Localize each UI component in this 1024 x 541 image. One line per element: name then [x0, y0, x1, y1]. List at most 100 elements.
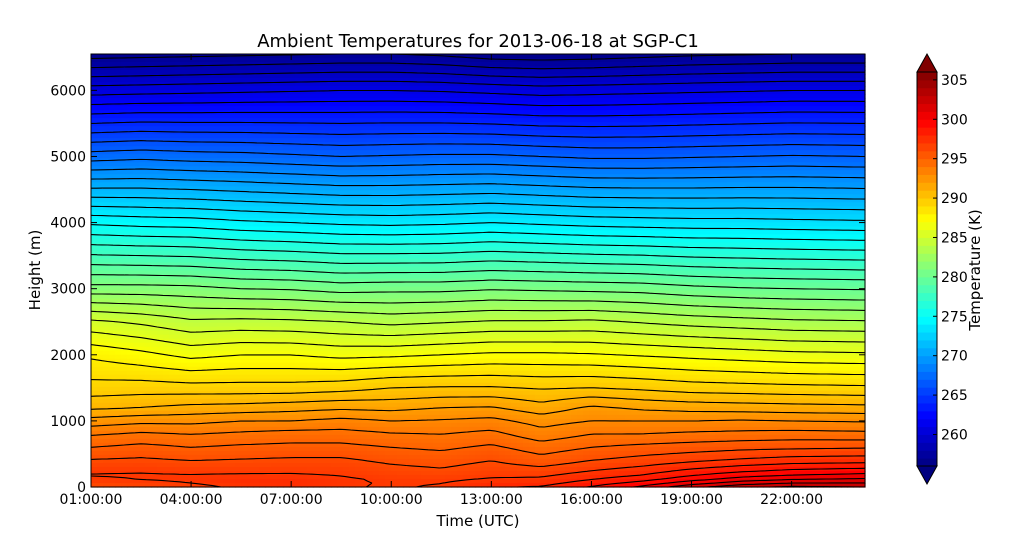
field-cell — [361, 290, 368, 296]
field-cell — [289, 350, 296, 356]
field-cell — [169, 114, 176, 119]
field-cell — [265, 446, 272, 452]
field-cell — [325, 294, 332, 300]
field-cell — [235, 358, 242, 364]
field-cell — [109, 410, 116, 416]
field-cell — [199, 98, 206, 103]
field-cell — [175, 330, 182, 336]
field-cell — [175, 202, 182, 207]
field-cell — [325, 482, 332, 488]
field-cell — [325, 290, 332, 296]
field-cell — [265, 318, 272, 324]
field-cell — [121, 70, 128, 75]
field-cell — [367, 126, 374, 131]
field-cell — [313, 326, 320, 332]
field-cell — [199, 126, 206, 131]
field-cell — [331, 194, 338, 199]
field-cell — [265, 342, 272, 348]
field-cell — [157, 354, 164, 360]
field-cell — [97, 238, 104, 244]
field-cell — [193, 146, 200, 151]
field-cell — [229, 58, 236, 63]
field-cell — [151, 318, 158, 324]
field-cell — [181, 262, 188, 268]
field-cell — [181, 426, 188, 432]
field-cell — [271, 310, 278, 316]
field-cell — [151, 158, 158, 163]
field-cell — [295, 310, 302, 316]
field-cell — [337, 346, 344, 352]
field-cell — [361, 294, 368, 300]
field-cell — [361, 274, 368, 280]
field-cell — [307, 98, 314, 103]
field-cell — [301, 310, 308, 316]
field-cell — [157, 374, 164, 380]
field-cell — [205, 386, 212, 392]
field-cell — [235, 462, 242, 468]
field-cell — [289, 274, 296, 280]
field-cell — [247, 426, 254, 432]
field-cell — [97, 458, 104, 464]
field-cell — [235, 422, 242, 428]
field-cell — [301, 438, 308, 444]
field-cell — [109, 430, 116, 436]
field-cell — [295, 174, 302, 179]
field-cell — [307, 250, 314, 256]
field-cell — [97, 66, 104, 71]
field-cell — [127, 462, 134, 468]
field-cell — [265, 126, 272, 131]
field-cell — [91, 98, 98, 103]
field-cell — [349, 66, 356, 71]
field-cell — [157, 70, 164, 75]
field-cell — [277, 302, 284, 308]
field-cell — [181, 210, 188, 215]
field-cell — [211, 170, 218, 175]
field-cell — [217, 298, 224, 304]
field-cell — [301, 334, 308, 340]
field-cell — [199, 402, 206, 408]
field-cell — [103, 134, 110, 139]
field-cell — [235, 62, 242, 67]
field-cell — [265, 214, 272, 219]
field-cell — [205, 90, 212, 95]
field-cell — [211, 370, 218, 376]
field-cell — [187, 170, 194, 175]
field-cell — [259, 202, 266, 207]
field-cell — [343, 150, 350, 155]
field-cell — [91, 234, 98, 240]
field-cell — [319, 438, 326, 444]
field-cell — [337, 298, 344, 304]
field-cell — [121, 314, 128, 320]
field-cell — [127, 238, 134, 244]
field-cell — [121, 166, 128, 171]
field-cell — [211, 118, 218, 123]
field-cell — [217, 234, 224, 240]
field-cell — [211, 366, 218, 372]
field-cell — [223, 390, 230, 396]
field-cell — [97, 326, 104, 332]
field-cell — [109, 450, 116, 456]
field-cell — [199, 158, 206, 163]
field-cell — [169, 210, 176, 215]
field-cell — [157, 54, 164, 59]
field-cell — [319, 130, 326, 135]
field-cell — [103, 382, 110, 388]
field-cell — [103, 114, 110, 119]
field-cell — [97, 250, 104, 256]
field-cell — [115, 378, 122, 384]
field-cell — [229, 114, 236, 119]
field-cell — [187, 262, 194, 268]
field-cell — [253, 450, 260, 456]
field-cell — [145, 474, 152, 480]
field-cell — [229, 462, 236, 468]
field-cell — [319, 306, 326, 312]
field-cell — [271, 422, 278, 428]
field-cell — [259, 210, 266, 215]
field-cell — [115, 454, 122, 460]
field-cell — [277, 242, 284, 248]
field-cell — [349, 458, 356, 464]
field-cell — [193, 374, 200, 380]
field-cell — [337, 94, 344, 99]
field-cell — [253, 382, 260, 388]
